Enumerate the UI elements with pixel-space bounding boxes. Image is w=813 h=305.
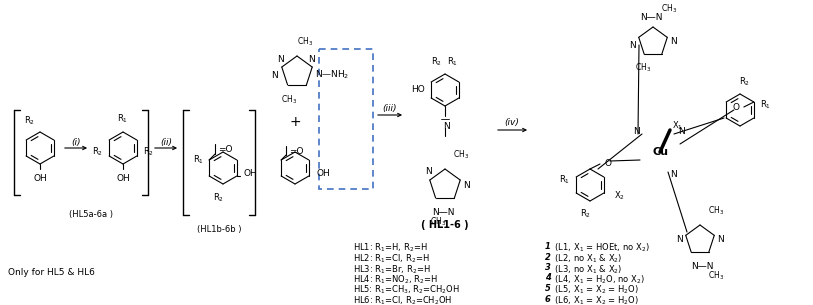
Text: HL3: R$_1$=Br, R$_2$=H: HL3: R$_1$=Br, R$_2$=H: [353, 263, 431, 275]
Text: (iv): (iv): [505, 119, 520, 127]
Text: N: N: [676, 235, 683, 245]
Text: X$_2$: X$_2$: [614, 190, 625, 202]
Text: CH$_3$: CH$_3$: [281, 94, 297, 106]
Text: 4: 4: [545, 274, 551, 282]
Text: =O: =O: [218, 145, 233, 155]
Text: R$_2$: R$_2$: [213, 191, 224, 203]
Text: 2: 2: [545, 253, 551, 261]
Text: R$_1$: R$_1$: [193, 154, 204, 166]
Text: OH: OH: [243, 170, 257, 178]
Text: (L6, X$_1$ = X$_2$ = H$_2$O): (L6, X$_1$ = X$_2$ = H$_2$O): [552, 295, 639, 305]
Text: N—N: N—N: [640, 13, 663, 22]
Text: R$_2$: R$_2$: [739, 76, 750, 88]
Text: CH$_3$: CH$_3$: [661, 2, 677, 15]
Text: (ii): (ii): [160, 138, 172, 148]
Text: Cu: Cu: [652, 147, 668, 157]
Text: 1: 1: [545, 242, 551, 251]
Text: N: N: [276, 55, 284, 64]
Text: HL6: R$_1$=Cl, R$_2$=CH$_2$OH: HL6: R$_1$=Cl, R$_2$=CH$_2$OH: [353, 295, 452, 305]
Text: N: N: [463, 181, 470, 189]
Text: N: N: [442, 122, 450, 131]
Text: N: N: [670, 38, 676, 46]
Text: X$_1$: X$_1$: [672, 120, 683, 132]
Text: R$_1$: R$_1$: [559, 174, 570, 186]
Text: HL5: R$_1$=CH$_3$, R$_2$=CH$_2$OH: HL5: R$_1$=CH$_3$, R$_2$=CH$_2$OH: [353, 284, 460, 296]
Text: 6: 6: [545, 295, 551, 303]
Text: 5: 5: [545, 284, 551, 293]
Text: N: N: [309, 55, 315, 64]
Text: R$_2$: R$_2$: [143, 146, 154, 158]
Text: HL2: R$_1$=Cl, R$_2$=H: HL2: R$_1$=Cl, R$_2$=H: [353, 253, 429, 265]
Text: OH: OH: [116, 174, 130, 183]
Text: N: N: [717, 235, 724, 245]
Text: R$_1$: R$_1$: [447, 56, 459, 68]
Text: CH$_3$: CH$_3$: [297, 35, 313, 48]
Text: +: +: [289, 115, 301, 129]
Text: N—NH$_2$: N—NH$_2$: [315, 69, 350, 81]
Text: (iii): (iii): [383, 103, 398, 113]
Text: N—N: N—N: [432, 208, 454, 217]
Text: OH: OH: [316, 170, 330, 178]
Text: (HL5a-6a ): (HL5a-6a ): [69, 210, 113, 219]
Text: 3: 3: [545, 263, 551, 272]
Text: N: N: [424, 167, 432, 176]
Text: OH: OH: [33, 174, 47, 183]
Text: CH$_3$: CH$_3$: [708, 269, 724, 282]
Text: (i): (i): [72, 138, 80, 148]
Text: R$_2$: R$_2$: [92, 146, 103, 158]
Text: (L3, no X$_1$ & X$_2$): (L3, no X$_1$ & X$_2$): [552, 263, 623, 275]
Text: O: O: [604, 159, 611, 167]
Text: (HL1b-6b ): (HL1b-6b ): [197, 225, 241, 234]
Text: HL1: R$_1$=H, R$_2$=H: HL1: R$_1$=H, R$_2$=H: [353, 242, 428, 254]
Text: R$_2$: R$_2$: [24, 114, 36, 127]
Text: N: N: [629, 41, 636, 49]
Text: R$_1$: R$_1$: [760, 99, 771, 111]
Text: (L2, no X$_1$ & X$_2$): (L2, no X$_1$ & X$_2$): [552, 253, 623, 265]
Text: HL4: R$_1$=NO$_2$, R$_2$=H: HL4: R$_1$=NO$_2$, R$_2$=H: [353, 274, 438, 286]
Text: O: O: [733, 103, 740, 113]
Text: CH$_3$: CH$_3$: [635, 62, 651, 74]
Text: N: N: [272, 70, 278, 80]
Text: N: N: [670, 170, 676, 179]
Text: CH$_3$: CH$_3$: [708, 204, 724, 217]
Text: (L5, X$_1$ = X$_2$ = H$_2$O): (L5, X$_1$ = X$_2$ = H$_2$O): [552, 284, 639, 296]
Text: ( HL1-6 ): ( HL1-6 ): [421, 220, 469, 230]
Text: (L1, X$_1$ = HOEt, no X$_2$): (L1, X$_1$ = HOEt, no X$_2$): [552, 242, 650, 254]
Text: CH$_3$: CH$_3$: [430, 215, 446, 228]
Text: =O: =O: [289, 146, 303, 156]
Text: HO: HO: [411, 85, 425, 95]
Text: Only for HL5 & HL6: Only for HL5 & HL6: [8, 268, 95, 277]
Text: N: N: [633, 127, 640, 137]
Text: N—N: N—N: [691, 262, 713, 271]
Text: R$_2$: R$_2$: [580, 207, 591, 220]
Text: CH$_3$: CH$_3$: [453, 149, 469, 161]
Text: R$_1$: R$_1$: [118, 113, 128, 125]
Text: (L4, X$_1$ = H$_2$O, no X$_2$): (L4, X$_1$ = H$_2$O, no X$_2$): [552, 274, 646, 286]
Text: N: N: [678, 127, 685, 137]
Text: R$_2$: R$_2$: [432, 56, 442, 68]
